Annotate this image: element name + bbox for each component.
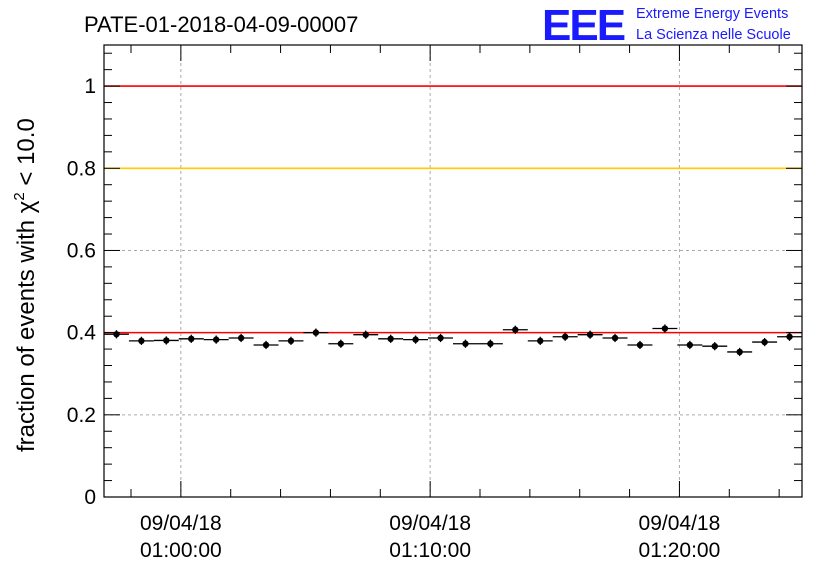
x-tick-date: 09/04/18 <box>140 512 222 535</box>
axes <box>103 44 803 498</box>
marker <box>487 340 494 347</box>
marker <box>412 336 419 343</box>
data-point <box>777 332 802 341</box>
marker <box>188 335 195 342</box>
marker <box>237 334 245 342</box>
y-tick-label: 0 <box>84 486 96 509</box>
y-tick-label: 0.6 <box>67 239 96 262</box>
data-point <box>527 336 553 345</box>
data-point <box>104 330 129 339</box>
eee-logo: EEE Extreme Energy Events La Scienza nel… <box>542 1 791 50</box>
data-point <box>228 333 254 343</box>
marker <box>437 334 444 342</box>
data-points <box>104 324 802 357</box>
marker <box>287 337 295 345</box>
marker <box>611 334 619 342</box>
data-point <box>353 330 379 339</box>
marker <box>537 337 544 345</box>
logo-mark: EEE <box>542 1 625 50</box>
marker <box>561 333 569 340</box>
data-point <box>303 328 329 337</box>
data-point <box>577 330 603 339</box>
reference-lines <box>104 85 802 334</box>
data-point <box>477 339 503 348</box>
marker <box>711 342 718 350</box>
plot-frame <box>103 44 803 498</box>
x-tick-time: 01:10:00 <box>389 539 471 562</box>
marker <box>786 333 793 340</box>
x-tick-date: 09/04/18 <box>639 512 721 535</box>
y-tick-label: 0.8 <box>67 157 96 180</box>
marker <box>586 331 594 338</box>
marker <box>661 325 669 332</box>
data-point <box>627 340 653 350</box>
marker <box>736 348 743 356</box>
data-point <box>453 339 478 348</box>
data-point <box>403 335 429 344</box>
marker <box>262 341 270 349</box>
data-point <box>428 333 453 343</box>
data-point <box>328 339 354 348</box>
marker <box>212 336 220 343</box>
marker <box>163 337 170 344</box>
x-tick-time: 01:20:00 <box>639 539 721 562</box>
data-point <box>602 333 628 343</box>
tick-labels: 0 0.2 0.4 0.6 0.8 1 09/04/18 01:00:00 09/04/18 01… <box>67 75 721 562</box>
logo-line-1: Extreme Energy Events <box>636 6 788 22</box>
marker <box>636 341 644 349</box>
data-point <box>378 334 404 343</box>
data-point <box>178 334 204 343</box>
data-point <box>727 347 753 357</box>
x-tick-time: 01:00:00 <box>140 539 222 562</box>
y-axis-label: fraction of events with χ2 < 10.0 <box>11 118 40 452</box>
data-point <box>128 336 154 345</box>
marker <box>312 329 320 336</box>
data-point <box>652 324 678 333</box>
marker <box>337 340 345 347</box>
data-point <box>278 336 304 345</box>
y-tick-label: 1 <box>84 75 96 98</box>
marker <box>362 331 369 338</box>
x-tick-date: 09/04/18 <box>389 512 471 535</box>
y-tick-label: 0.4 <box>67 322 97 345</box>
marker <box>512 326 519 333</box>
data-point <box>702 342 728 351</box>
data-point <box>677 340 703 350</box>
data-point <box>552 332 578 341</box>
marker <box>462 340 469 347</box>
marker <box>113 331 120 338</box>
marker <box>138 337 145 345</box>
y-tick-label: 0.2 <box>67 404 96 427</box>
marker <box>686 341 694 349</box>
data-point <box>203 335 229 344</box>
data-point <box>253 340 279 350</box>
data-point <box>153 336 179 345</box>
logo-line-2: La Scienza nelle Scuole <box>636 27 791 43</box>
data-point <box>752 337 778 347</box>
data-point <box>502 325 528 334</box>
run-title: PATE-01-2018-04-09-00007 <box>84 12 358 37</box>
marker <box>387 335 394 342</box>
marker <box>761 338 768 346</box>
grid-lines <box>104 45 802 497</box>
